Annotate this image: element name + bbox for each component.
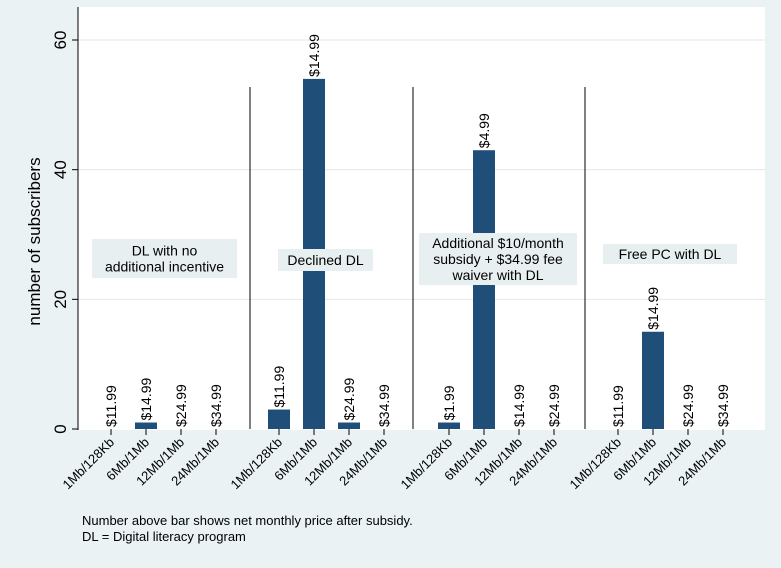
y-axis-title: number of subscribers <box>25 157 44 325</box>
x-category-label: 1Mb/128Kb <box>566 435 624 493</box>
bar-price-label: $24.99 <box>680 384 696 427</box>
bar-price-label: $24.99 <box>341 377 357 420</box>
y-tick-label: 20 <box>51 290 70 309</box>
y-tick-label: 0 <box>51 424 70 433</box>
y-tick-label: 60 <box>51 31 70 50</box>
bar-price-label: $14.99 <box>138 377 154 420</box>
bar-price-label: $11.99 <box>271 366 287 408</box>
bar-price-label: $11.99 <box>103 385 119 427</box>
panel-label: subsidy + $34.99 fee <box>433 251 563 267</box>
panel-label: Additional $10/month <box>432 235 564 251</box>
bar-price-label: $34.99 <box>715 384 731 427</box>
panel-label-box <box>92 239 237 278</box>
bar-price-label: $11.99 <box>610 385 626 427</box>
footnote-dl-definition: DL = Digital literacy program <box>82 529 246 544</box>
panel-label: additional incentive <box>105 259 224 275</box>
footnote-price: Number above bar shows net monthly price… <box>82 513 413 528</box>
y-tick-label: 40 <box>51 160 70 179</box>
panel-label-box <box>603 244 737 264</box>
bar <box>642 331 664 429</box>
panel-label: waiver with DL <box>451 267 543 283</box>
panel-label-box <box>278 249 373 271</box>
x-category-label: 1Mb/128Kb <box>397 435 455 493</box>
panel-label: DL with no <box>132 243 198 259</box>
bar <box>338 422 360 429</box>
bar-price-label: $34.99 <box>208 384 224 427</box>
bar-price-label: $24.99 <box>546 384 562 427</box>
bar-price-label: $4.99 <box>476 113 492 148</box>
bar <box>135 422 157 429</box>
bar-price-label: $34.99 <box>376 384 392 427</box>
x-category-label: 1Mb/128Kb <box>227 435 285 493</box>
panel-label-box <box>419 233 577 285</box>
bar <box>438 422 460 429</box>
bar-price-label: $1.99 <box>441 385 457 420</box>
bar-price-label: $14.99 <box>511 384 527 427</box>
panel-label: Free PC with DL <box>619 246 722 262</box>
x-category-label: 1Mb/128Kb <box>59 435 117 493</box>
bar-price-label: $24.99 <box>173 384 189 427</box>
bar <box>268 409 290 429</box>
panel-label: Declined DL <box>287 252 363 268</box>
bar-price-label: $14.99 <box>306 34 322 77</box>
bar-price-label: $14.99 <box>645 287 661 330</box>
bar <box>473 150 495 429</box>
